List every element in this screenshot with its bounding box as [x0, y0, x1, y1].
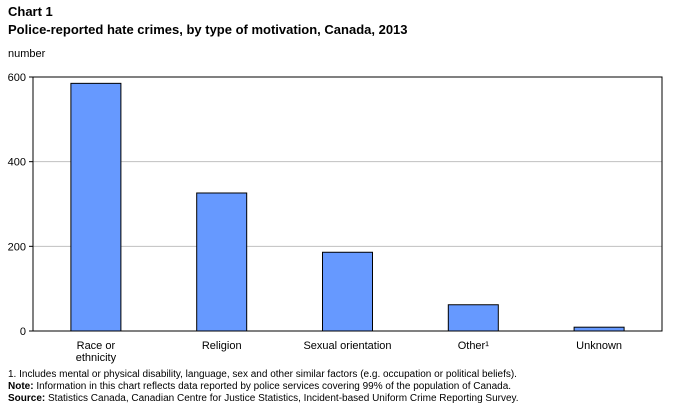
y-tick-label: 0 [20, 326, 26, 338]
chart-number: Chart 1 [8, 4, 53, 19]
chart-title: Police-reported hate crimes, by type of … [8, 22, 408, 37]
bar [322, 251, 373, 332]
gridlines [29, 76, 662, 332]
y-tick-labels: 0 200 400 600 [8, 72, 26, 338]
x-tick-label: Religion [202, 340, 242, 352]
x-tick-label: Unknown [576, 340, 622, 352]
footnote-source: Source: Statistics Canada, Canadian Cent… [8, 393, 519, 405]
note-text: Information in this chart reflects data … [33, 381, 512, 392]
y-tick-label: 400 [8, 157, 26, 169]
note-label: Note: [8, 381, 34, 392]
footnote-note: Note: Information in this chart reflects… [8, 381, 519, 393]
footnotes: 1. Includes mental or physical disabilit… [8, 369, 519, 405]
bar [196, 192, 248, 332]
y-axis-label: number [8, 48, 46, 60]
source-text: Statistics Canada, Canadian Centre for J… [45, 393, 519, 404]
bar-chart: number 0 200 400 600 Race or ethnicity Religi… [8, 48, 663, 364]
x-tick-labels: Race or ethnicity Religion Sexual orientati… [76, 340, 622, 364]
bar [70, 82, 122, 332]
footnote-1: 1. Includes mental or physical disabilit… [8, 369, 517, 380]
plot-frame [32, 76, 663, 332]
x-tick-label: Sexual orientation [303, 340, 391, 352]
bar [447, 304, 499, 332]
y-tick-label: 200 [8, 241, 26, 253]
x-tick-label: Race or ethnicity [76, 340, 117, 364]
bars [70, 82, 625, 332]
bar [573, 326, 625, 332]
x-tick-label: Other¹ [458, 340, 490, 352]
source-label: Source: [8, 393, 46, 404]
y-tick-label: 600 [8, 72, 26, 84]
